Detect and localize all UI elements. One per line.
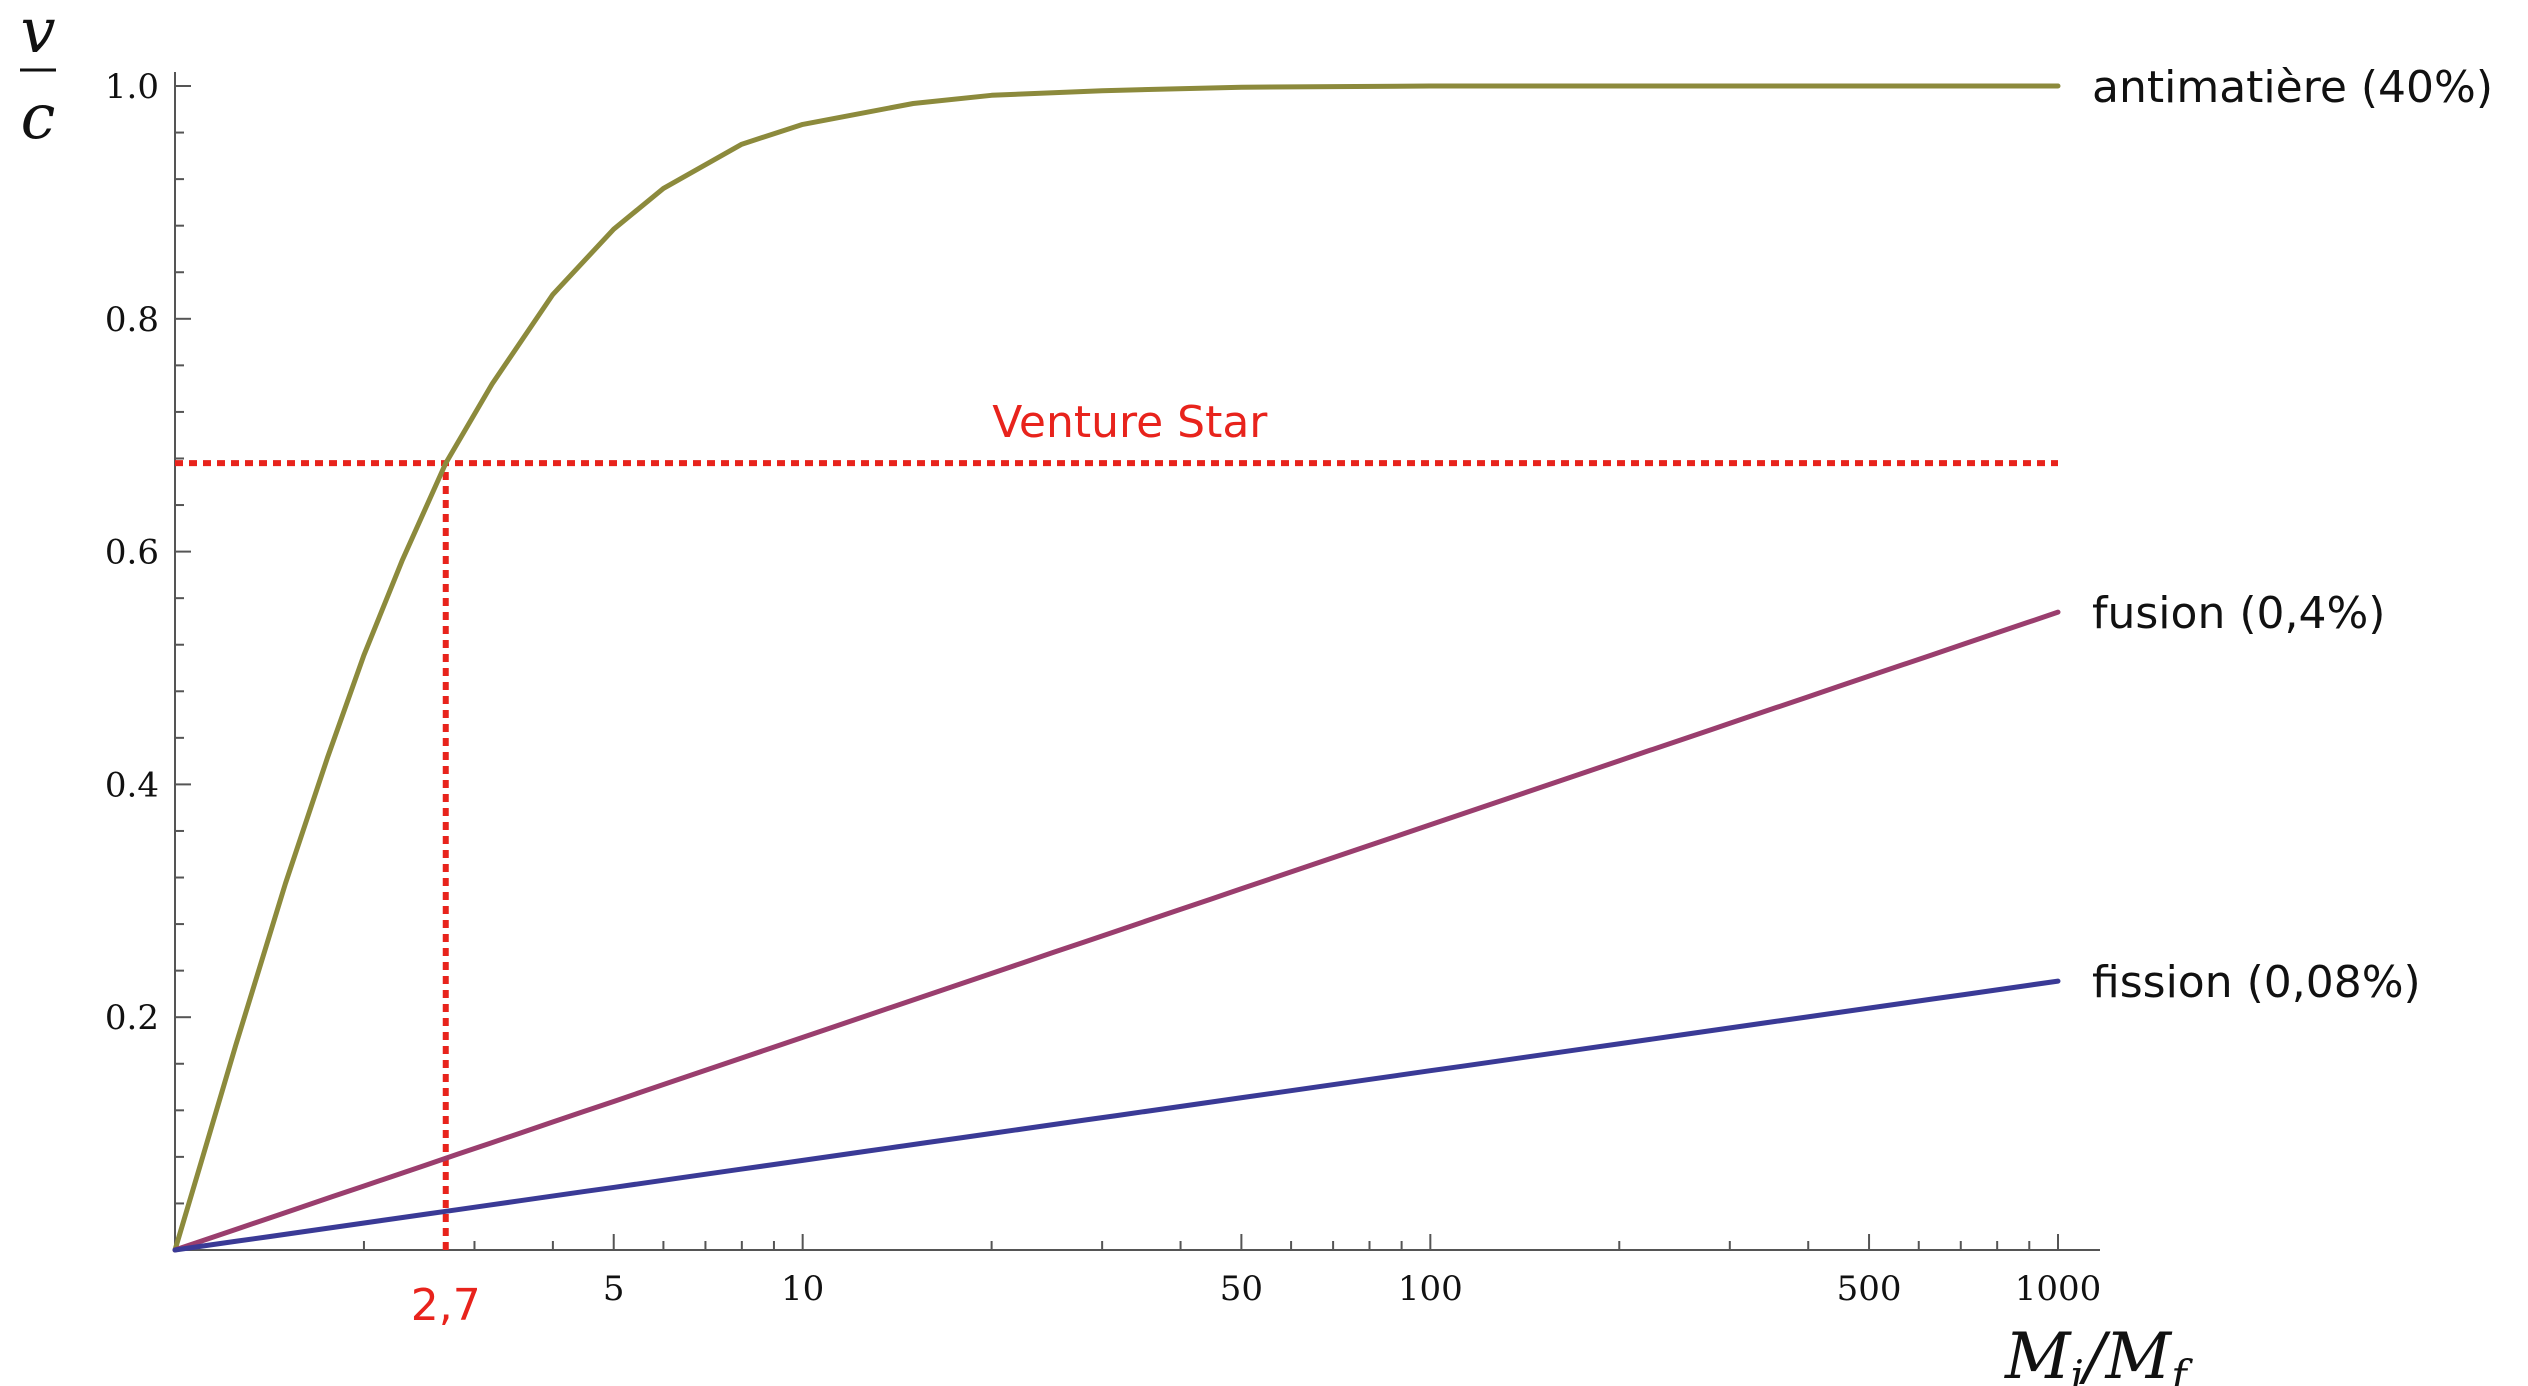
axes	[174, 72, 2100, 1251]
series-line-1	[172, 609, 2061, 1253]
series-label-2: fission (0,08%)	[2092, 957, 2421, 1008]
x-tick-label: 50	[1220, 1269, 1263, 1309]
y-tick-label: 0.6	[105, 533, 159, 573]
x-tick-label: 5	[603, 1269, 625, 1309]
y-tick-label: 0.4	[105, 765, 159, 805]
venture-star-label: Venture Star	[992, 397, 1268, 448]
series-label-1: fusion (0,4%)	[2092, 588, 2385, 639]
y-tick-label: 0.8	[105, 300, 159, 340]
series-line-2	[172, 978, 2061, 1253]
series-labels: antimatière (40%) fusion (0,4%) fission (0…	[2092, 62, 2493, 1008]
y-axis-label-numerator: v	[20, 0, 55, 67]
x-tick-label: 100	[1398, 1269, 1463, 1309]
y-axis-label-denominator: c	[21, 80, 56, 153]
series-lines	[172, 83, 2061, 1253]
series-label-0: antimatière (40%)	[2092, 62, 2493, 113]
mass-ratio-label: 2,7	[411, 1280, 481, 1331]
series-line-0	[172, 83, 2061, 1253]
y-tick-label: 0.2	[105, 998, 159, 1038]
x-tick-label: 500	[1837, 1269, 1902, 1309]
x-tick-label: 10	[781, 1269, 824, 1309]
y-tick-label: 1.0	[105, 67, 159, 107]
y-axis-label: v c	[20, 0, 56, 153]
x-axis-label: Mi/Mf	[2004, 1320, 2193, 1386]
x-tick-label: 1000	[2015, 1269, 2102, 1309]
ticks: 5 10 50 100 500 1000 0.2 0.4 0.6 0.8 1.0	[105, 67, 2101, 1309]
annotations: Venture Star 2,7	[175, 397, 2058, 1331]
